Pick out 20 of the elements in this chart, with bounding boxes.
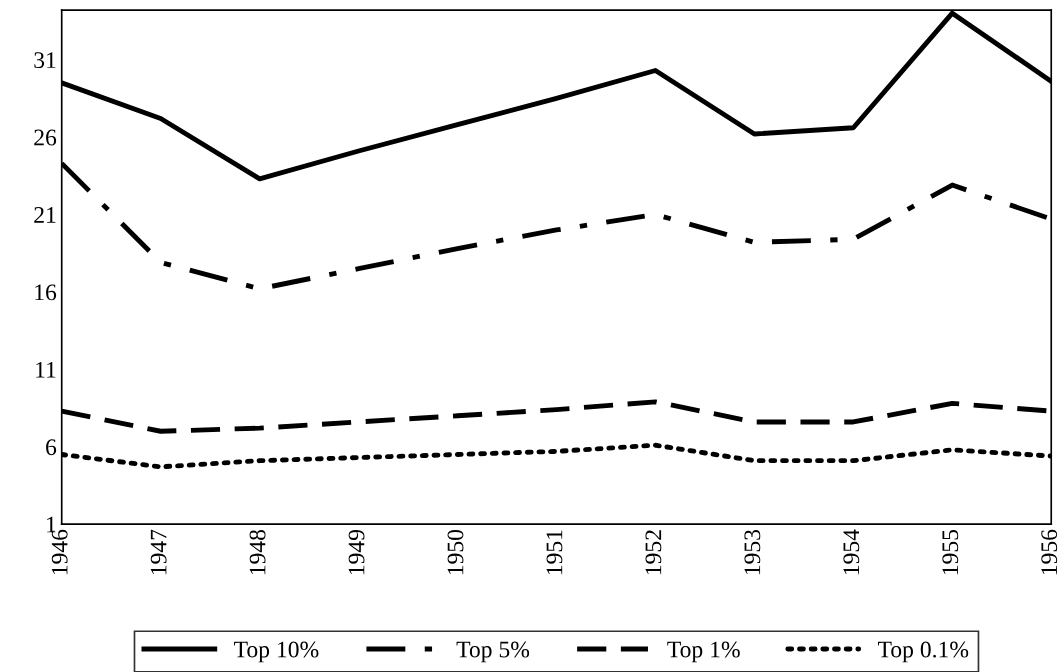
legend-label: Top 10% [234,641,319,663]
x-tick-label: 1956 [1041,529,1058,575]
y-tick-label: 16 [35,284,57,301]
legend-label: Top 5% [456,641,530,663]
y-tick-label: 26 [34,129,57,146]
y-tick-label: 31 [34,52,56,69]
x-tick-label: 1954 [843,529,860,575]
y-tick-label: 6 [46,439,57,456]
y-tick-label: 11 [36,361,56,378]
x-tick-label: 1953 [744,529,761,575]
x-tick-label: 1948 [249,529,266,575]
x-tick-label: 1950 [447,529,464,575]
y-tick-label: 21 [34,207,56,223]
x-tick-label: 1952 [645,530,662,575]
legend-label: Top 1% [667,641,740,663]
legend-label: Top 0.1% [877,641,969,663]
x-tick-label: 1947 [150,529,167,575]
x-tick-label: 1949 [348,529,365,575]
x-tick-label: 1951 [546,530,563,575]
x-tick-label: 1955 [942,529,959,575]
